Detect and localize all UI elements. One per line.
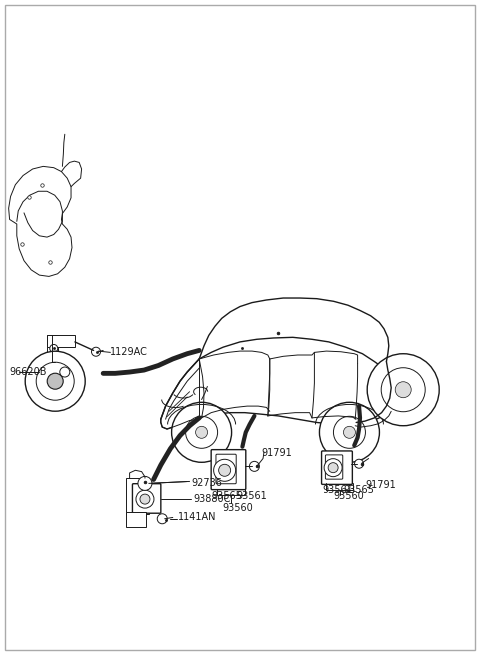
FancyBboxPatch shape — [132, 483, 161, 514]
Polygon shape — [9, 166, 72, 276]
Circle shape — [395, 382, 411, 398]
Text: 93880C: 93880C — [193, 494, 230, 504]
Text: 96620B: 96620B — [10, 367, 47, 377]
Circle shape — [47, 373, 63, 389]
Circle shape — [140, 494, 150, 504]
Circle shape — [381, 367, 425, 412]
Circle shape — [157, 514, 167, 524]
Bar — [126, 512, 146, 527]
Text: 93561: 93561 — [323, 485, 353, 495]
Circle shape — [172, 402, 232, 462]
Circle shape — [25, 351, 85, 411]
Circle shape — [60, 367, 70, 377]
Circle shape — [367, 354, 439, 426]
Circle shape — [355, 459, 363, 468]
Circle shape — [36, 362, 74, 400]
Text: 93560: 93560 — [223, 502, 253, 513]
Text: 92736: 92736 — [191, 477, 222, 488]
Circle shape — [186, 417, 217, 448]
Text: 93565: 93565 — [343, 485, 374, 495]
FancyBboxPatch shape — [325, 455, 343, 479]
Text: 93565: 93565 — [211, 491, 242, 502]
Circle shape — [196, 426, 208, 438]
Circle shape — [334, 417, 365, 448]
FancyBboxPatch shape — [216, 454, 236, 484]
Circle shape — [214, 459, 236, 481]
Text: 1129AC: 1129AC — [110, 347, 148, 358]
Text: 1141AN: 1141AN — [178, 512, 216, 523]
FancyBboxPatch shape — [322, 451, 352, 485]
Circle shape — [328, 462, 338, 473]
FancyBboxPatch shape — [211, 449, 246, 490]
Circle shape — [250, 461, 259, 472]
Polygon shape — [161, 337, 396, 429]
Text: 93560: 93560 — [334, 491, 364, 502]
Circle shape — [219, 464, 231, 476]
Circle shape — [320, 402, 379, 462]
Circle shape — [324, 458, 342, 477]
Circle shape — [344, 426, 355, 438]
Circle shape — [136, 490, 154, 508]
Bar — [47, 335, 75, 347]
Circle shape — [138, 476, 152, 491]
Circle shape — [50, 345, 58, 352]
Text: 93561: 93561 — [236, 491, 267, 502]
Circle shape — [92, 347, 100, 356]
Text: 91791: 91791 — [366, 479, 396, 490]
Text: 91791: 91791 — [262, 448, 292, 458]
Bar — [47, 335, 58, 378]
Bar — [126, 478, 149, 514]
